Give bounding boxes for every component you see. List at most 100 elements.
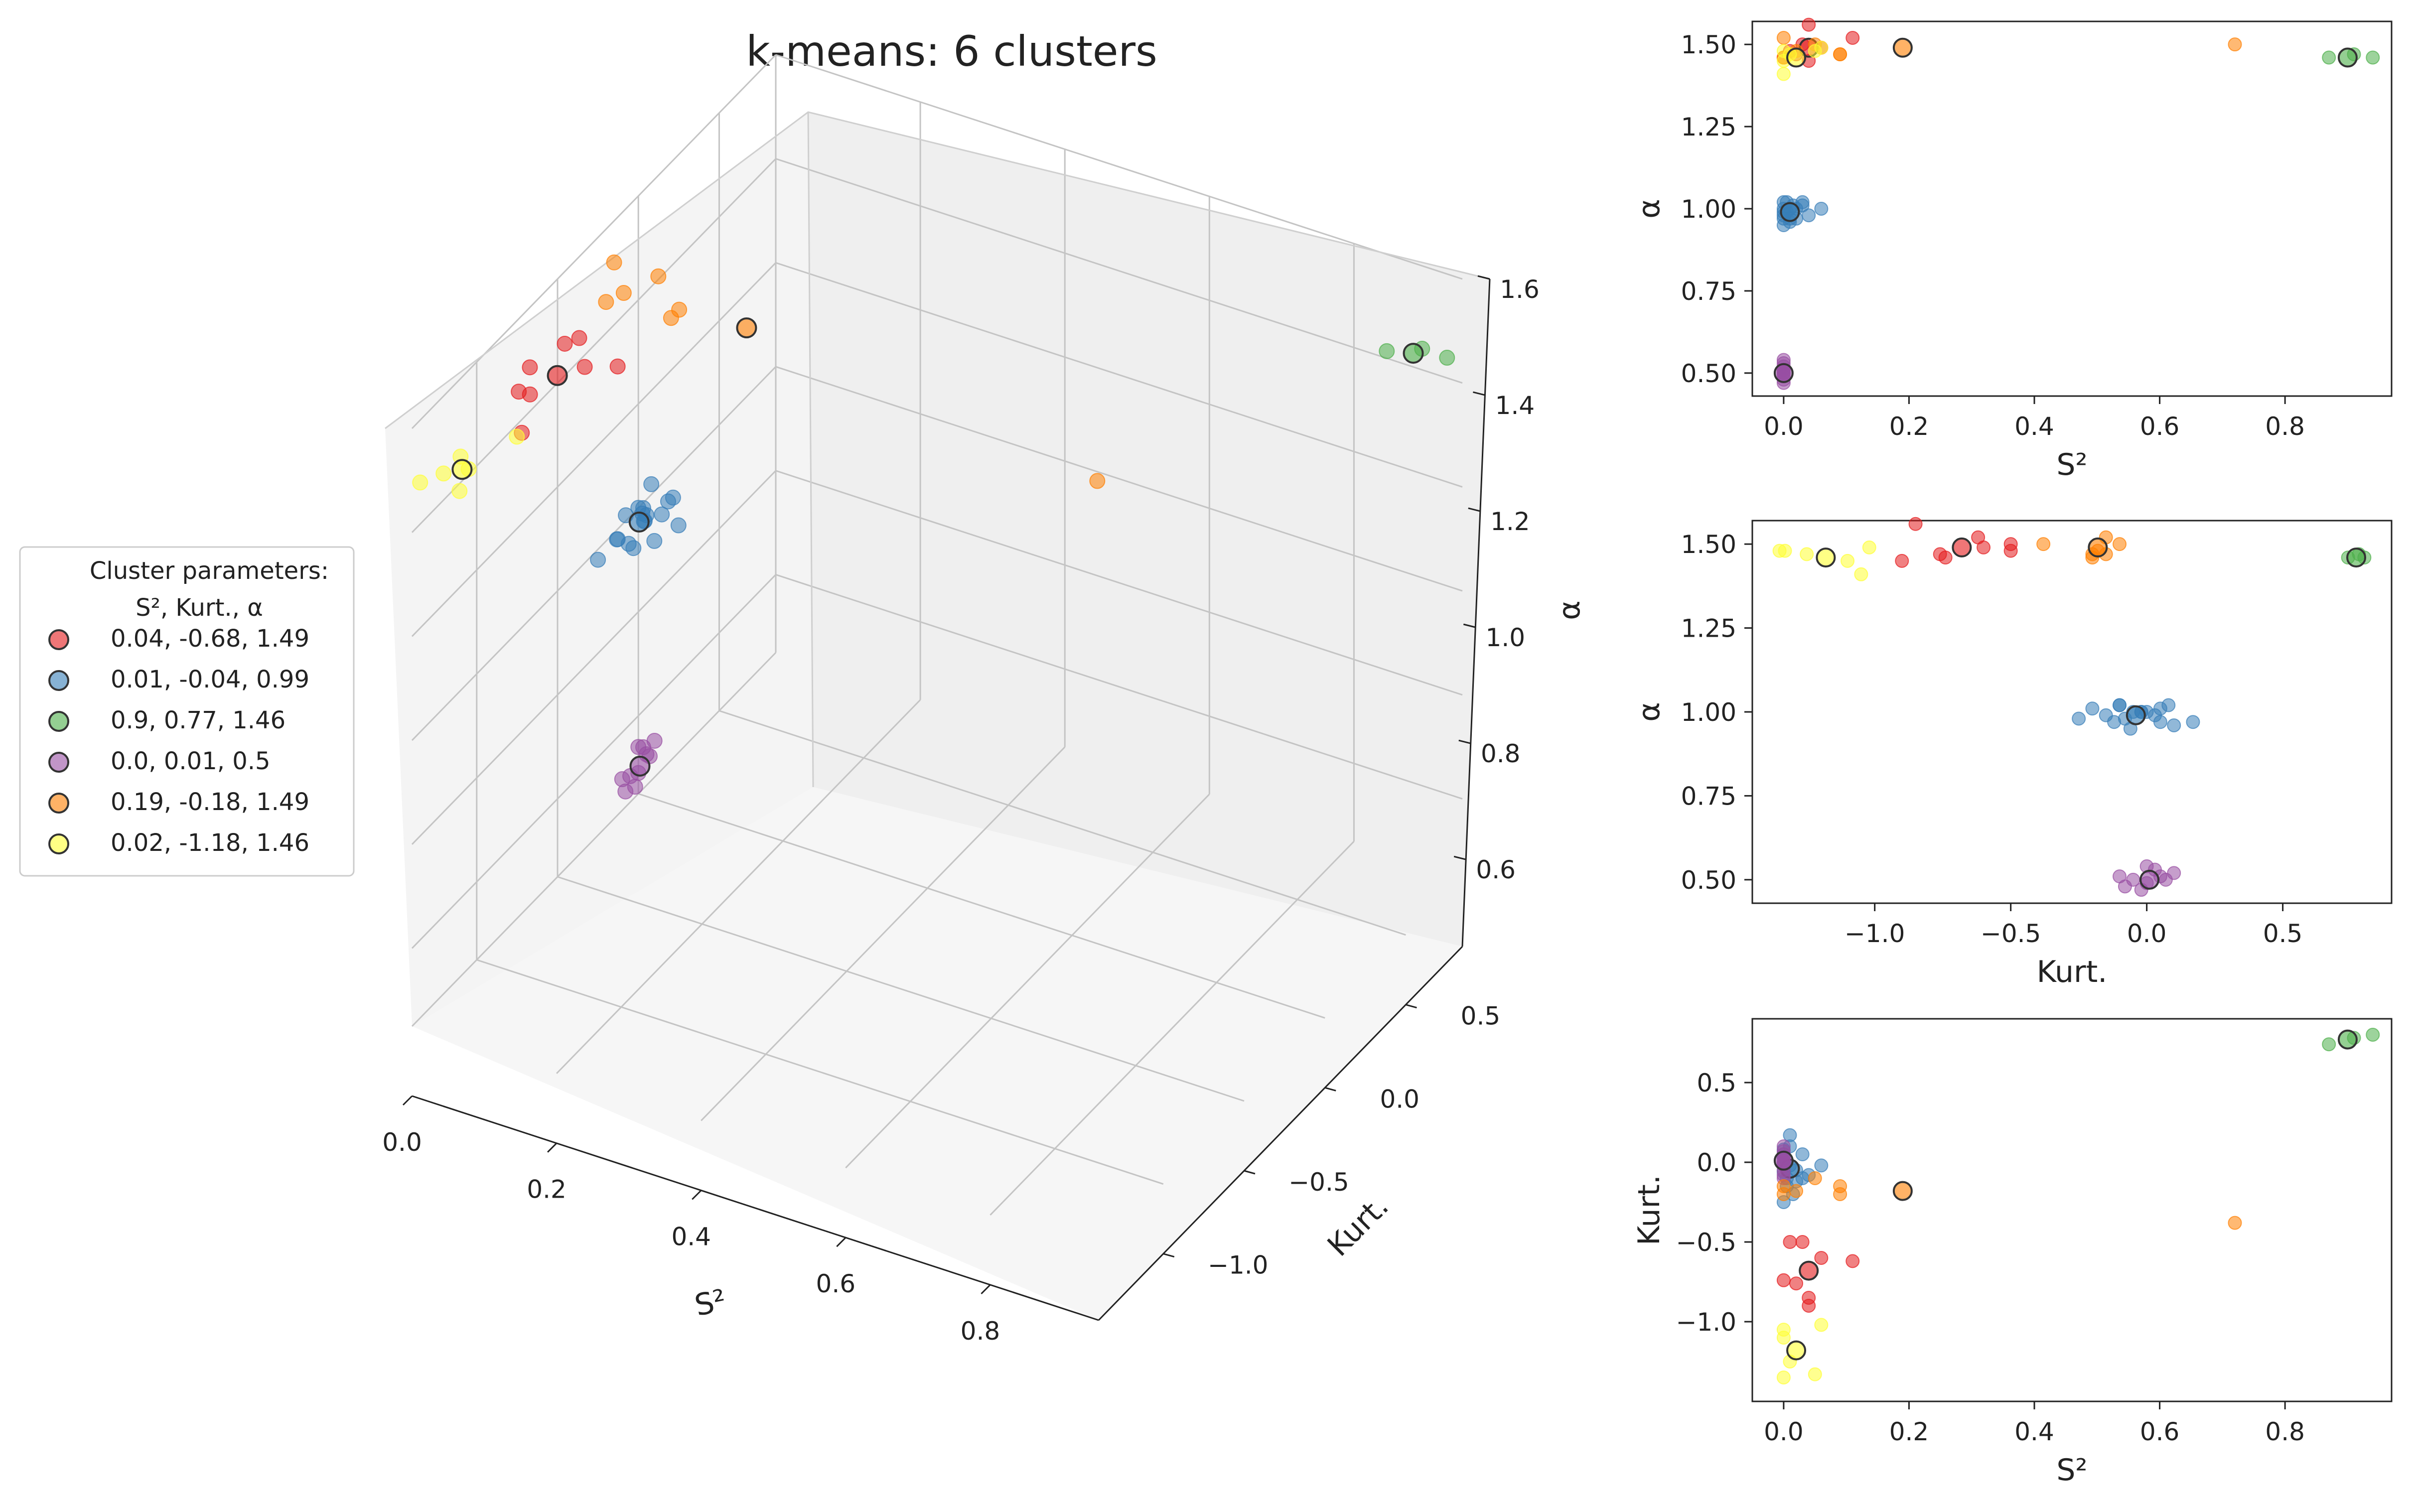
point-3d — [606, 254, 622, 271]
x-axis-label: S² — [2056, 1453, 2087, 1488]
centroid-2d — [1799, 1260, 1819, 1281]
legend-entry: 0.04, -0.68, 1.49 — [111, 625, 309, 653]
centroid-2d — [2088, 537, 2108, 557]
z-tick — [1468, 507, 1481, 512]
x-axis-line — [412, 1095, 1099, 1321]
centroid-2d — [1773, 363, 1794, 383]
point-3d — [650, 268, 667, 284]
point-2d — [2322, 1037, 2336, 1052]
point-2d — [1802, 17, 1816, 32]
grid-wall-z — [775, 158, 1463, 384]
point-3d — [665, 489, 681, 506]
point-2d — [1776, 67, 1791, 81]
grid-wall-z — [411, 574, 777, 949]
point-3d — [630, 739, 647, 755]
y-axis-label: Kurt. — [1632, 1175, 1667, 1245]
point-3d — [571, 330, 587, 346]
point-2d — [1841, 553, 1855, 568]
grid-floor-x — [701, 746, 1066, 1121]
point-2d — [1776, 1187, 1791, 1201]
point-3d — [654, 506, 670, 523]
grid-wall-z — [411, 470, 777, 845]
centroid-2d — [1892, 1181, 1913, 1201]
point-2d — [1776, 30, 1791, 45]
point-3d — [614, 771, 630, 788]
point-2d — [1933, 547, 1947, 561]
legend-title-line2: S², Kurt., α — [136, 594, 263, 622]
scatter-s2-vs-alpha: 0.0 0.2 0.4 0.6 0.8 1.50 1.25 1.00 0.75 0.50 S² α — [1632, 17, 2393, 482]
plot-frame — [1751, 20, 2393, 397]
point-2d — [2158, 872, 2173, 887]
x-tick-label: 0.0 — [1764, 412, 1804, 441]
point-2d — [1783, 1235, 1797, 1249]
point-3d — [412, 474, 428, 491]
y-tick-label: 1.50 — [1681, 30, 1736, 59]
centroid-2d — [2337, 1029, 2358, 1050]
y-tick — [1163, 1253, 1175, 1258]
legend-entry: 0.02, -1.18, 1.46 — [111, 829, 309, 857]
grid-wall-z — [775, 470, 1463, 696]
legend-marker — [48, 670, 69, 691]
y-tick-label: 1.25 — [1681, 113, 1736, 141]
x-tick-label: 0.2 — [1889, 1417, 1929, 1446]
centroid-3d — [1403, 343, 1424, 364]
point-2d — [1800, 547, 1814, 561]
z-axis-line — [1461, 278, 1491, 947]
point-3d — [576, 359, 593, 375]
x-tick — [981, 1284, 991, 1295]
point-2d — [2085, 701, 2100, 716]
y-tick-label: 0.0 — [1380, 1085, 1419, 1113]
point-2d — [1833, 47, 1847, 61]
point-3d — [1439, 350, 1455, 366]
point-2d — [1795, 1147, 1810, 1161]
x-tick-label: 0.8 — [2265, 1417, 2305, 1446]
centroid-2d — [2346, 548, 2367, 568]
legend-marker — [48, 793, 69, 814]
z-tick — [1473, 391, 1485, 396]
legend-title-line1: Cluster parameters: — [90, 557, 329, 585]
point-2d — [2113, 869, 2127, 884]
point-2d — [1808, 1171, 1822, 1185]
point-2d — [1833, 1179, 1847, 1193]
point-2d — [1814, 1318, 1829, 1332]
y-tick-label: 1.25 — [1681, 614, 1736, 643]
legend-frame — [19, 546, 355, 877]
grid-floor-x — [556, 699, 921, 1074]
grid-floor-x — [411, 652, 777, 1027]
x-tick-label: 0.0 — [2127, 919, 2167, 948]
x-tick-label: 0.6 — [2140, 412, 2180, 441]
point-2d — [2186, 715, 2200, 729]
x-tick-label: −0.5 — [1981, 919, 2041, 948]
grid-floor-x — [990, 840, 1355, 1216]
plot-frame — [1751, 1018, 2393, 1402]
y-tick-label: −1.0 — [1676, 1308, 1736, 1337]
point-2d — [2148, 708, 2162, 722]
point-3d — [671, 301, 688, 318]
z-tick-label: 0.8 — [1481, 739, 1521, 768]
y-axis-label: α — [1632, 199, 1667, 219]
centroid-2d — [2337, 47, 2358, 68]
x-tick-label: 0.5 — [2263, 919, 2303, 948]
y-tick-label: 0.5 — [1461, 1002, 1501, 1031]
x-tick-label: 0.0 — [382, 1128, 422, 1157]
point-3d — [615, 285, 632, 301]
point-3d — [670, 517, 687, 534]
y-tick-label: 1.00 — [1681, 698, 1736, 727]
point-2d — [2366, 1028, 2380, 1042]
point-2d — [2107, 715, 2122, 729]
point-3d — [590, 551, 606, 568]
scatter-s2-vs-kurt: 0.0 0.2 0.4 0.6 0.8 0.5 0.0 −0.5 −1.0 S² Kurt. — [1632, 1018, 2393, 1488]
grid-floor-x — [845, 794, 1210, 1169]
point-2d — [1783, 1128, 1797, 1142]
y-tick — [1406, 1004, 1417, 1009]
centroid-2d — [1786, 1340, 1807, 1361]
legend-entry: 0.0, 0.01, 0.5 — [111, 747, 271, 775]
point-2d — [2167, 718, 2181, 732]
point-3d — [557, 335, 573, 352]
centroid-3d — [736, 317, 757, 339]
x-tick-label: 0.0 — [1764, 1417, 1804, 1446]
y-tick-label: −0.5 — [1676, 1228, 1736, 1257]
point-3d — [522, 386, 538, 403]
grid-wall-z — [775, 54, 1463, 280]
point-3d — [646, 533, 663, 549]
